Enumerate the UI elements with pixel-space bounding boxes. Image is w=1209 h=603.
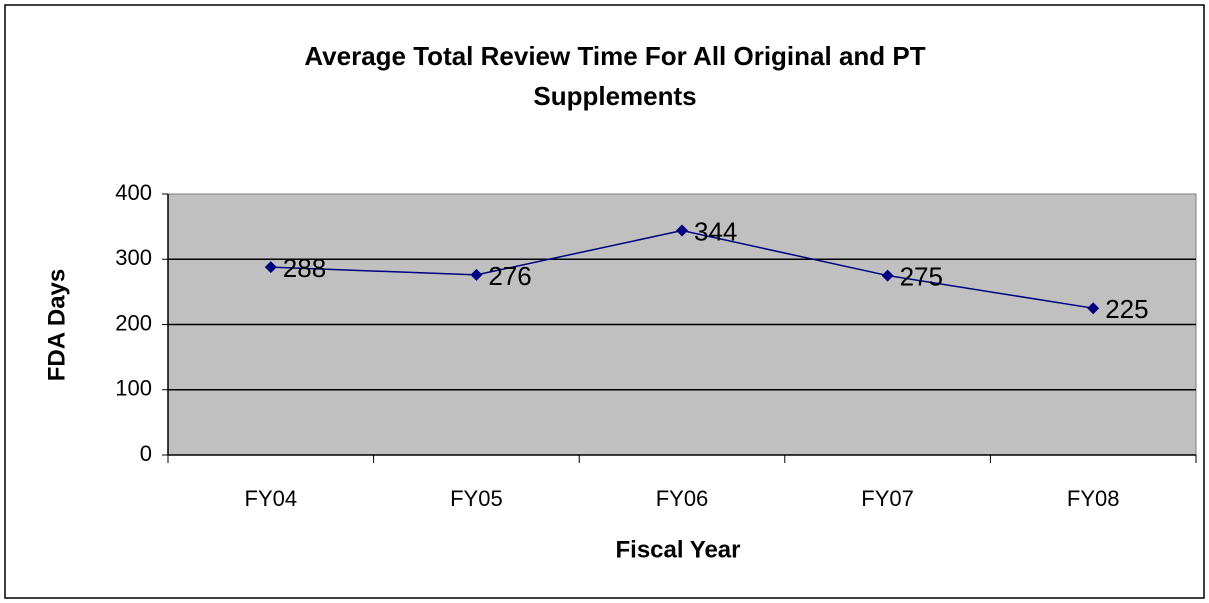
y-tick-label: 100	[115, 376, 152, 401]
data-label: 344	[694, 216, 737, 246]
x-tick-label: FY04	[245, 486, 298, 511]
chart-title: Average Total Review Time For All Origin…	[304, 41, 925, 111]
x-tick-label: FY06	[656, 486, 709, 511]
y-tick-label: 300	[115, 245, 152, 270]
marker	[676, 224, 688, 237]
x-tick-label: FY07	[861, 486, 914, 511]
data-label: 288	[283, 253, 326, 283]
marker	[470, 268, 483, 281]
marker	[881, 269, 894, 282]
x-tick-label: FY08	[1067, 486, 1120, 511]
marker	[1087, 302, 1100, 315]
y-tick-label: 200	[115, 310, 152, 335]
y-tick-label: 400	[115, 180, 152, 205]
data-label: 225	[1105, 294, 1148, 324]
y-tick-label: 0	[140, 441, 152, 466]
data-label: 276	[488, 261, 531, 291]
marker	[264, 261, 277, 274]
data-label: 275	[900, 261, 943, 291]
x-tick-label: FY05	[450, 486, 503, 511]
x-axis-label: Fiscal Year	[616, 536, 741, 563]
y-axis-label: FDA Days	[43, 269, 70, 381]
